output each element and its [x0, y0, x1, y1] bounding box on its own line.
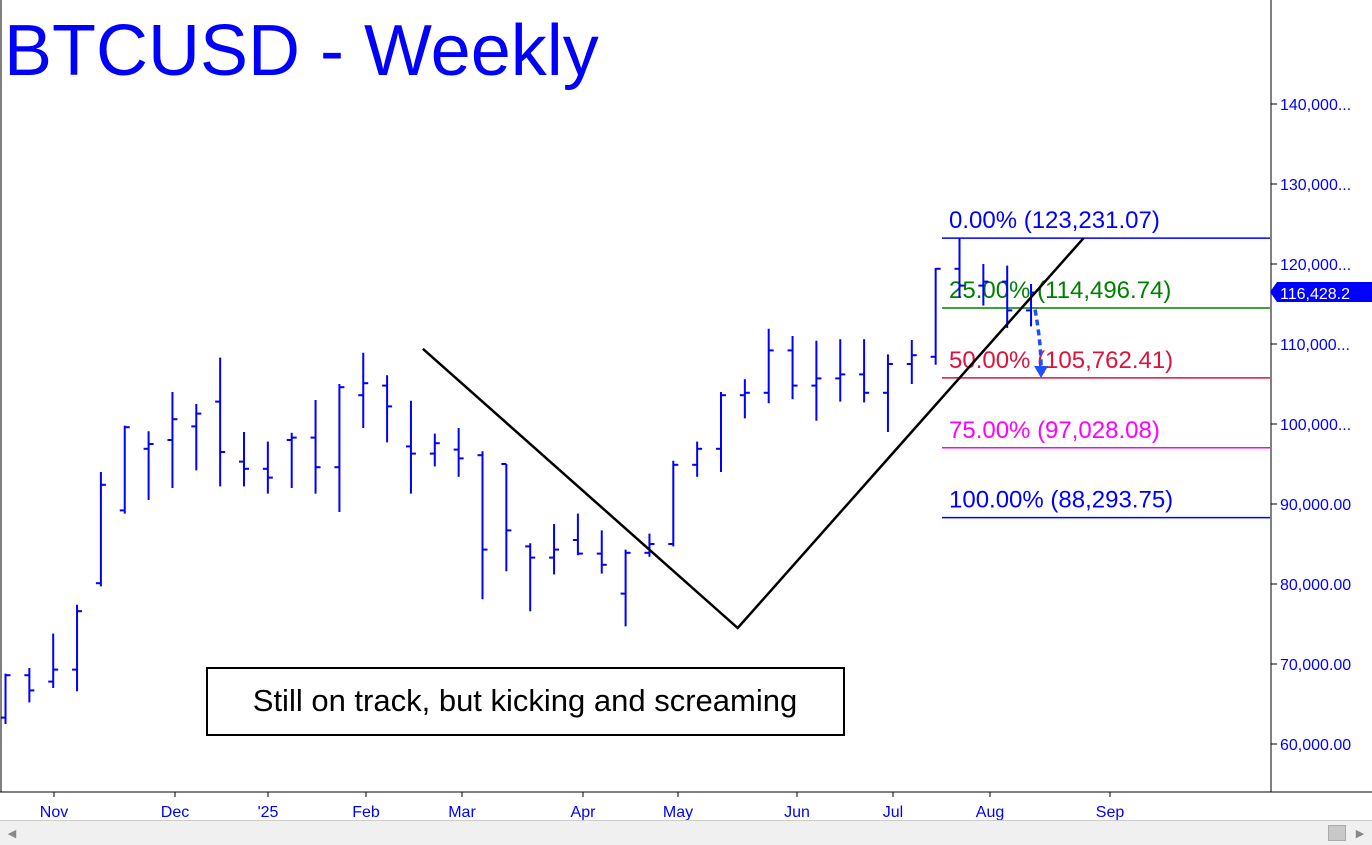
- price-bar: [501, 463, 512, 572]
- price-bar: [644, 533, 655, 557]
- y-tick-label: 70,000.00: [1280, 657, 1351, 674]
- y-tick-label: 60,000.00: [1280, 737, 1351, 754]
- annotation-box: Still on track, but kicking and screamin…: [206, 667, 845, 736]
- scroll-right-icon[interactable]: ▶: [1355, 826, 1365, 840]
- fib-level-label: 50.00% (105,762.41): [949, 347, 1173, 374]
- price-bar: [429, 433, 440, 467]
- fib-level-label: 100.00% (88,293.75): [949, 487, 1173, 514]
- price-bar: [692, 441, 703, 477]
- last-price-label: 116,428.2: [1280, 286, 1350, 303]
- price-bar: [906, 340, 917, 384]
- price-bar: [739, 379, 750, 419]
- x-tick-label: Jun: [784, 804, 810, 820]
- price-bar: [716, 392, 726, 472]
- price-bar: [215, 357, 226, 487]
- price-bar: [191, 404, 202, 471]
- fib-level-label: 75.00% (97,028.08): [949, 417, 1160, 444]
- y-tick-label: 110,000...: [1280, 337, 1350, 354]
- scrollbar-thumb[interactable]: [1328, 825, 1346, 841]
- x-tick-label: Apr: [571, 804, 597, 820]
- price-bar: [72, 604, 83, 692]
- x-tick-label: Feb: [352, 804, 380, 820]
- scroll-left-icon[interactable]: ◀: [7, 826, 17, 840]
- price-bar: [811, 340, 822, 421]
- price-bar: [596, 530, 607, 574]
- abc-pattern: [422, 237, 1085, 630]
- price-bar: [95, 472, 106, 587]
- price-bar: [525, 543, 536, 612]
- price-bar: [882, 354, 893, 432]
- price-bar: [382, 375, 393, 443]
- y-tick-label: 100,000...: [1280, 417, 1351, 434]
- x-tick-label: '25: [258, 804, 279, 820]
- projection-arrow-head: [1034, 366, 1049, 378]
- x-tick-label: Sep: [1096, 804, 1125, 820]
- price-bar: [358, 352, 369, 428]
- x-tick-label: Jul: [883, 804, 903, 820]
- x-tick-label: Aug: [976, 804, 1004, 820]
- abc-pattern-line: [422, 237, 1085, 630]
- price-bar: [239, 432, 249, 487]
- price-bar: [954, 238, 965, 298]
- price-bar: [1002, 265, 1013, 328]
- price-bar: [48, 633, 59, 688]
- last-price-tag: 116,428.2: [1270, 282, 1372, 303]
- y-tick-label: 130,000...: [1280, 177, 1351, 194]
- price-bar: [310, 400, 321, 494]
- y-tick-label: 140,000...: [1280, 97, 1351, 114]
- price-bar: [549, 524, 560, 575]
- price-bar: [24, 668, 35, 703]
- projection-arrow-line: [1033, 309, 1043, 369]
- price-bar: [572, 513, 583, 556]
- x-tick-label: Dec: [161, 804, 189, 820]
- price-bar: [668, 460, 679, 547]
- price-bar: [763, 328, 774, 404]
- price-bar: [978, 264, 989, 306]
- price-bar: [477, 451, 488, 600]
- price-bar: [262, 441, 273, 494]
- chart-canvas: 0.00% (123,231.07)25.00% (114,496.74)50.…: [0, 0, 1372, 820]
- horizontal-scrollbar[interactable]: ◀ ▶: [0, 820, 1372, 845]
- price-bar: [143, 431, 154, 500]
- y-tick-label: 80,000.00: [1280, 577, 1351, 594]
- price-bar: [859, 339, 870, 403]
- price-bar: [930, 267, 941, 365]
- price-bar: [453, 428, 464, 477]
- price-bar: [835, 339, 846, 402]
- price-bar: [167, 392, 178, 488]
- x-tick-label: May: [663, 804, 693, 820]
- fib-level-label: 0.00% (123,231.07): [949, 207, 1160, 234]
- price-bar: [405, 400, 416, 494]
- price-bar: [119, 425, 130, 514]
- axes: 140,000... 130,000... 120,000... 110,000...…: [0, 0, 1372, 820]
- y-tick-label: 120,000...: [1280, 257, 1351, 274]
- price-bar: [787, 336, 798, 400]
- chart-title: BTCUSD - Weekly: [4, 11, 599, 91]
- price-bars: [0, 238, 1037, 724]
- y-tick-label: 90,000.00: [1280, 497, 1351, 514]
- annotation-border: [206, 667, 845, 736]
- price-bar: [620, 549, 631, 627]
- price-bar: [334, 384, 345, 512]
- annotation-text: Still on track, but kicking and screamin…: [253, 683, 797, 718]
- x-tick-label: Nov: [40, 804, 68, 820]
- last-price-tag-bg: [1270, 282, 1372, 302]
- x-tick-label: Mar: [448, 804, 476, 820]
- fib-levels: 0.00% (123,231.07)25.00% (114,496.74)50.…: [942, 207, 1270, 519]
- price-bar: [286, 432, 297, 488]
